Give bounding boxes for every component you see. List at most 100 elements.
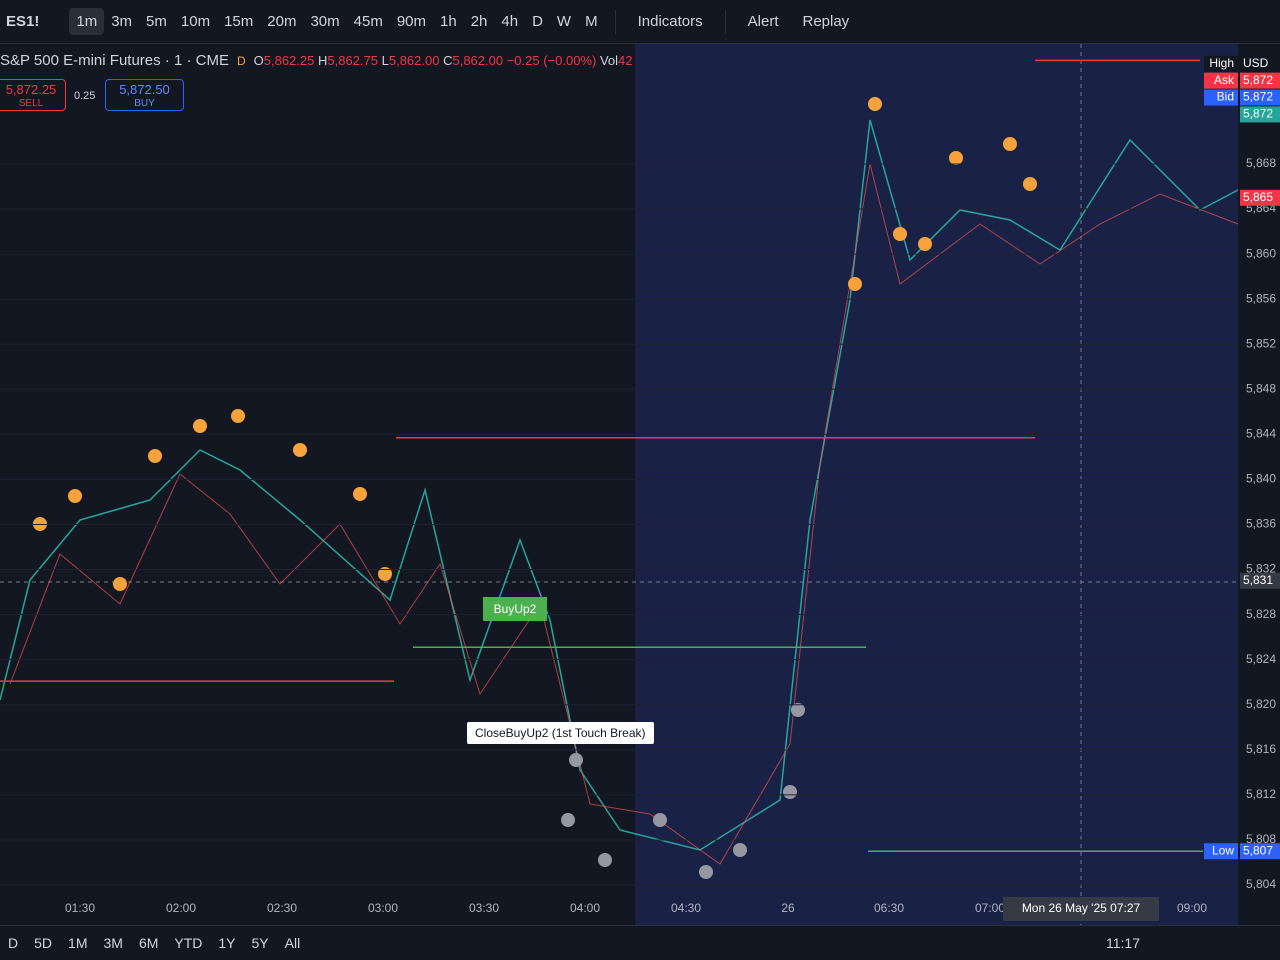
chart: 5,8685,8645,8605,8565,8525,8485,8445,840… bbox=[0, 44, 1280, 925]
spread: 0.25 bbox=[74, 90, 96, 102]
range-button[interactable]: All bbox=[284, 935, 301, 951]
range-button[interactable]: YTD bbox=[174, 935, 203, 951]
tag-name: Ask bbox=[1214, 73, 1235, 87]
x-tick-label: 03:00 bbox=[368, 901, 398, 915]
tag-name-bg bbox=[1204, 55, 1238, 72]
x-tick-label: 02:00 bbox=[166, 901, 196, 915]
y-tick-label: 5,808 bbox=[1246, 832, 1276, 846]
sell-button[interactable]: 5,872.25 SELL bbox=[0, 79, 66, 111]
clock: 11:17 bbox=[1106, 935, 1140, 951]
x-tick-label: 09:00 bbox=[1177, 901, 1207, 915]
ohlc-value: 5,862.00 bbox=[452, 53, 504, 68]
price-tag bbox=[1240, 106, 1280, 123]
separator bbox=[724, 9, 726, 34]
buy-label: BUY bbox=[134, 98, 155, 109]
price-tag-label: 5,831 bbox=[1243, 573, 1273, 587]
x-tick-label: 26 bbox=[781, 901, 795, 915]
interval[interactable]: 20m bbox=[267, 13, 297, 30]
y-tick-label: 5,832 bbox=[1246, 562, 1276, 576]
symbol[interactable]: ES1! bbox=[6, 13, 40, 30]
x-tick-label: 04:00 bbox=[570, 901, 600, 915]
interval[interactable]: 3m bbox=[111, 13, 133, 30]
interval[interactable]: D bbox=[532, 13, 543, 30]
interval[interactable]: 10m bbox=[180, 13, 211, 30]
ohlc-key: Vol bbox=[599, 53, 619, 68]
alert-button[interactable]: Alert bbox=[747, 13, 779, 30]
ohlc: O5,862.25 H5,862.75 L5,862.00 C5,862.00 … bbox=[254, 53, 633, 68]
range-button[interactable]: 6M bbox=[138, 935, 159, 951]
orange-dots bbox=[33, 97, 1037, 591]
y-tick-label: 5,828 bbox=[1246, 607, 1276, 621]
ohlc-key: C bbox=[443, 53, 453, 68]
y-tick-label: 5,852 bbox=[1246, 336, 1276, 350]
interval[interactable]: M bbox=[585, 13, 598, 30]
legend: S&P 500 E-mini Futures · 1 · CME D O5,86… bbox=[0, 52, 633, 69]
range-button[interactable]: 1M bbox=[68, 935, 88, 951]
price-tag bbox=[1240, 189, 1280, 206]
price-path bbox=[0, 119, 1239, 851]
price-tag bbox=[1240, 843, 1280, 860]
y-tick-label: 5,836 bbox=[1246, 517, 1276, 531]
interval[interactable]: 15m bbox=[224, 13, 254, 30]
ranges: D 5D 1M 3M 6M YTD 1Y 5Y All bbox=[0, 935, 308, 951]
tag-name-bg bbox=[1204, 89, 1238, 106]
price-tag-label: 5,872 bbox=[1243, 73, 1273, 87]
bottom-toolbar: D 5D 1M 3M 6M YTD 1Y 5Y All 11:17 bbox=[0, 925, 1280, 960]
signal-label: BuyUp2 bbox=[483, 597, 547, 621]
x-tick-label: 02:30 bbox=[267, 901, 297, 915]
tag-name: High bbox=[1209, 56, 1234, 70]
interval[interactable]: 2h bbox=[470, 13, 488, 30]
price-tag-label: 5,872 bbox=[1243, 90, 1273, 104]
crosshair-time: Mon 26 May '25 07:27 bbox=[1022, 901, 1141, 915]
sell-price: 5,872.25 bbox=[5, 82, 57, 97]
interval[interactable]: 1m bbox=[69, 8, 105, 35]
interval[interactable]: 90m bbox=[396, 13, 427, 30]
crosshair-time-bg bbox=[1003, 897, 1159, 921]
interval[interactable]: W bbox=[556, 13, 572, 30]
y-tick-label: 5,804 bbox=[1246, 877, 1276, 891]
tag-name: Low bbox=[1212, 843, 1234, 857]
x-tick-label: 01:30 bbox=[65, 901, 95, 915]
x-tick-label: 04:30 bbox=[671, 901, 701, 915]
range-button[interactable]: 5D bbox=[34, 935, 53, 951]
ohlc-key: L bbox=[381, 53, 389, 68]
ohlc-value: 5,862.75 bbox=[327, 53, 378, 68]
price-tag-label: 5,872 bbox=[1243, 107, 1273, 121]
range-button[interactable]: 3M bbox=[103, 935, 123, 951]
y-tick-label: 5,816 bbox=[1246, 742, 1276, 756]
indicators-button[interactable]: Indicators bbox=[637, 13, 703, 30]
x-tick-label: 06:30 bbox=[874, 901, 904, 915]
price-tag-label: USD bbox=[1243, 56, 1269, 70]
range-button[interactable]: D bbox=[8, 935, 19, 951]
buy-price: 5,872.50 bbox=[119, 82, 170, 97]
tag-name: Bid bbox=[1217, 90, 1234, 104]
instrument-name: S&P 500 E-mini Futures · 1 · CME bbox=[0, 52, 229, 69]
ohlc-value: 5,862.25 bbox=[263, 53, 315, 68]
interval[interactable]: 5m bbox=[146, 13, 167, 30]
y-tick-label: 5,848 bbox=[1246, 381, 1276, 395]
range-button[interactable]: 5Y bbox=[251, 935, 269, 951]
y-tick-label: 5,812 bbox=[1246, 787, 1276, 801]
price-tag bbox=[1240, 89, 1280, 106]
separator bbox=[614, 9, 616, 34]
buy-button[interactable]: 5,872.50 BUY bbox=[105, 79, 184, 111]
y-tick-label: 5,824 bbox=[1246, 652, 1276, 666]
interval[interactable]: 1h bbox=[440, 13, 457, 30]
interval[interactable]: 45m bbox=[353, 13, 383, 30]
range-button[interactable]: 1Y bbox=[218, 935, 236, 951]
replay-button[interactable]: Replay bbox=[802, 13, 850, 30]
sell-label: SELL bbox=[18, 98, 44, 109]
interval[interactable]: 4h bbox=[501, 13, 519, 30]
tag-name-bg bbox=[1204, 72, 1238, 89]
intervals: 1m 3m 5m 10m 15m 20m 30m 45m 90m 1h 2h 4h D W M bbox=[69, 8, 604, 35]
price-tag-label: 5,865 bbox=[1243, 190, 1273, 204]
y-tick-label: 5,856 bbox=[1246, 291, 1276, 305]
y-tick-label: 5,844 bbox=[1246, 427, 1276, 441]
price-tag bbox=[1240, 572, 1280, 589]
y-tick-label: 5,820 bbox=[1246, 697, 1276, 711]
price-tag-label: 5,807 bbox=[1243, 843, 1273, 857]
tag-name-bg bbox=[1204, 843, 1238, 860]
interval[interactable]: 30m bbox=[310, 13, 340, 30]
ohlc-value: 5,862.00 bbox=[388, 53, 440, 68]
session-highlight bbox=[635, 44, 1238, 925]
